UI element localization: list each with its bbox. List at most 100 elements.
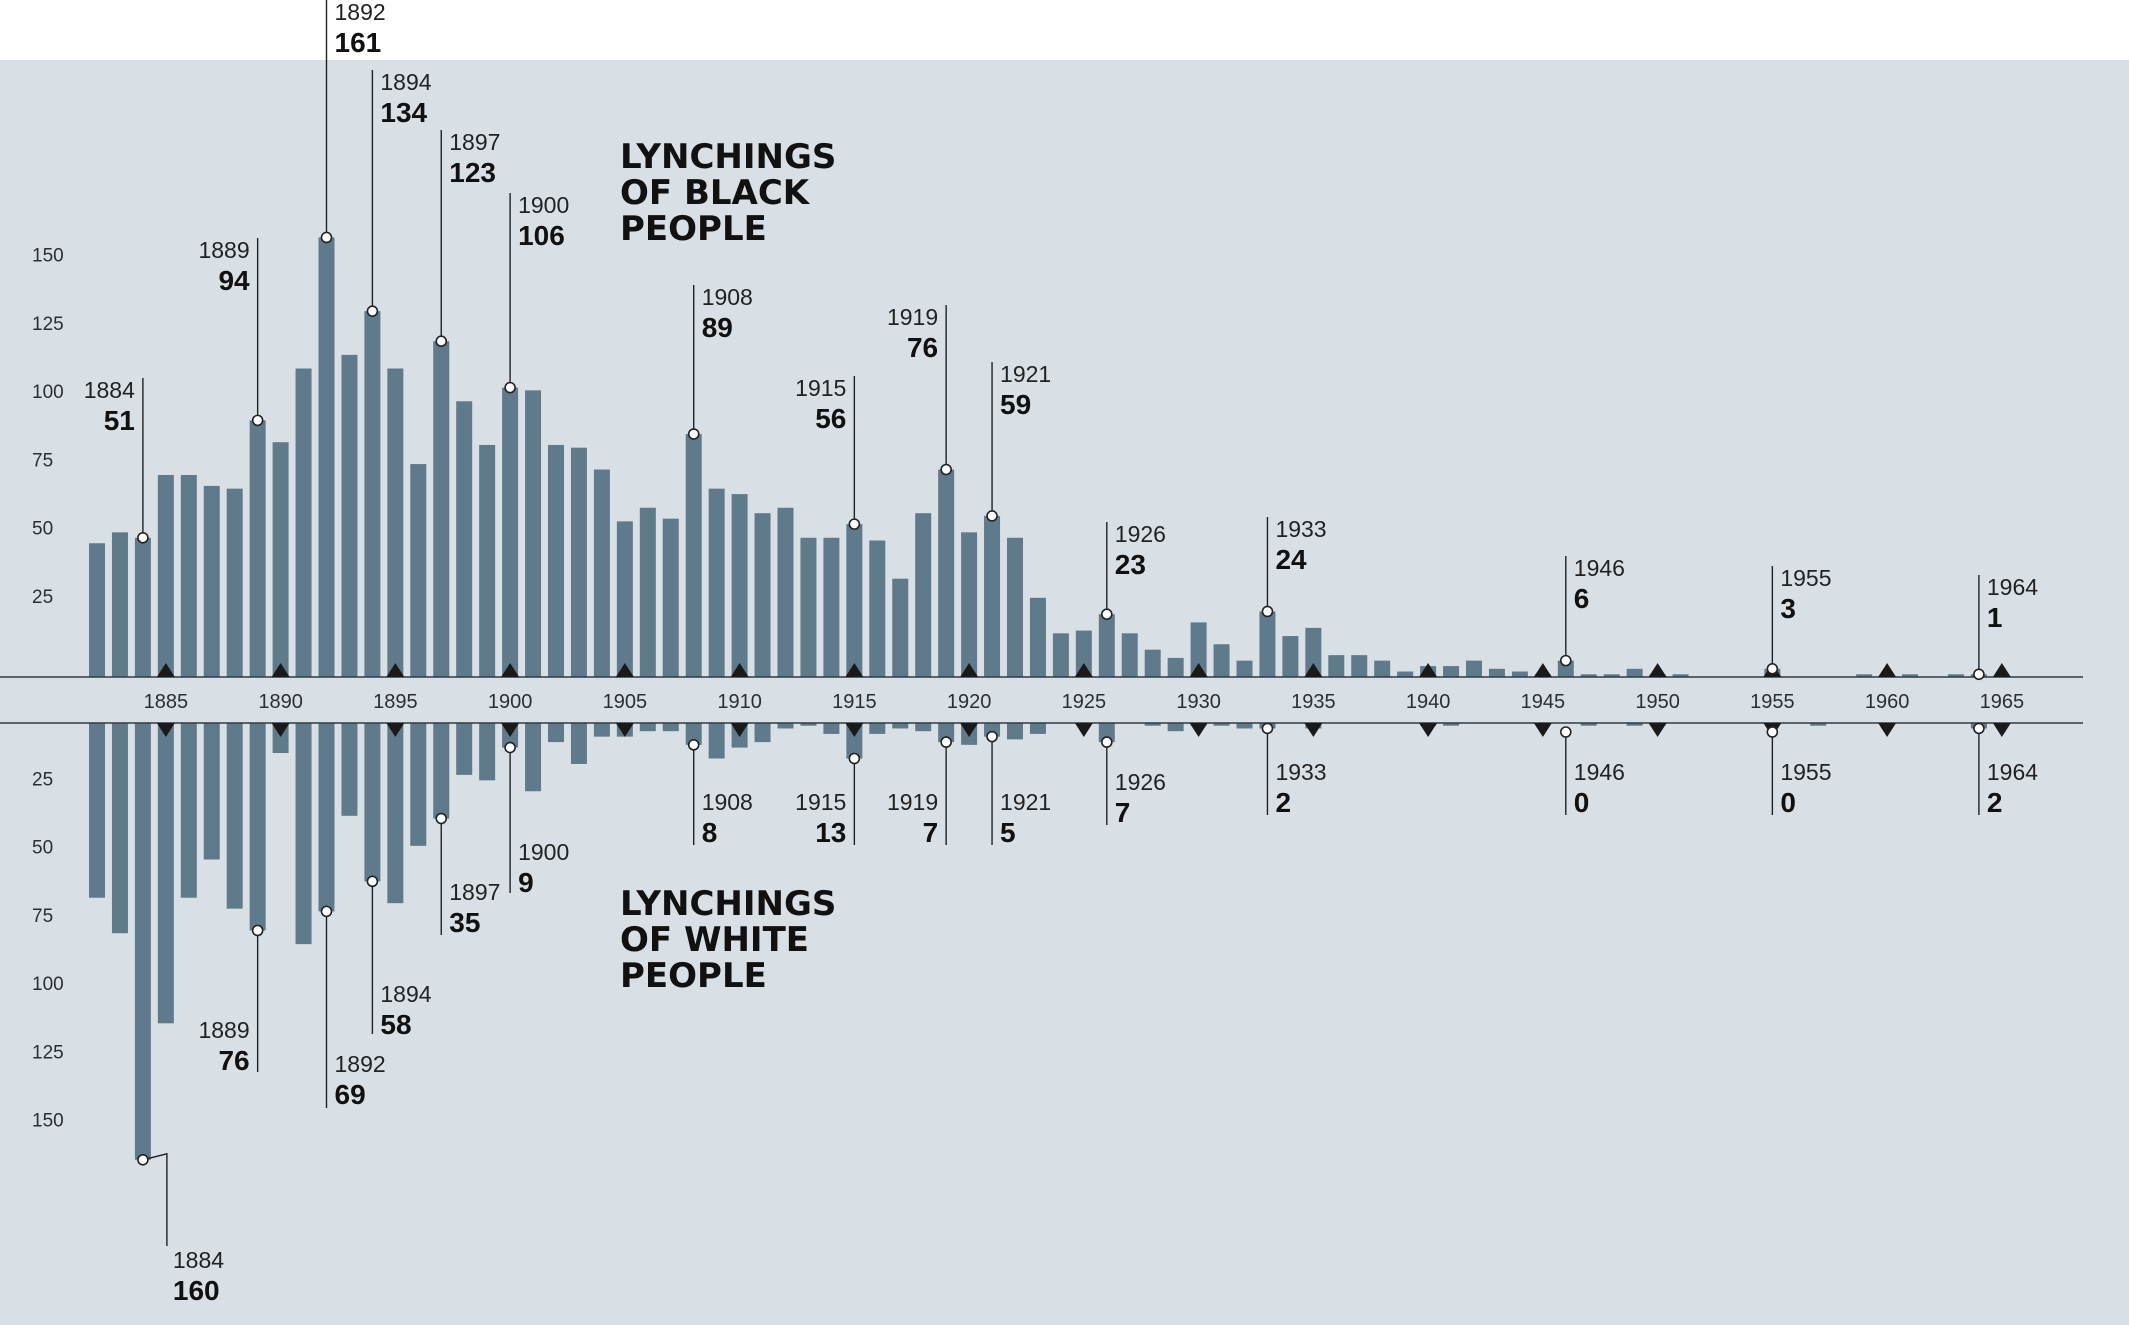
bar-black-1928 (1144, 649, 1161, 677)
callout-dot-black-1955 (1766, 663, 1779, 675)
bar-black-1915 (846, 524, 863, 677)
callout-year-white-1919: 1919 (887, 789, 938, 815)
bar-white-1916 (869, 723, 886, 734)
bar-white-1917 (892, 723, 909, 729)
bar-white-1912 (777, 723, 794, 729)
bar-black-1921 (984, 515, 1001, 677)
bar-white-1882 (89, 723, 105, 898)
bar-black-1934 (1282, 636, 1299, 677)
callout-dot-white-1889 (251, 924, 264, 937)
bar-white-1888 (226, 723, 243, 909)
tick-down-triangle-1915 (845, 723, 864, 737)
callout-dot-white-1900 (504, 741, 516, 754)
y-tick-black-50: 50 (32, 519, 53, 540)
x-tick-1900: 1900 (488, 691, 533, 713)
bar-black-1904 (593, 469, 610, 677)
bar-black-1923 (1029, 597, 1046, 677)
tick-down-triangle-1920 (960, 723, 979, 737)
callout-year-black-1894: 1894 (380, 69, 431, 95)
bar-white-1913 (800, 723, 817, 726)
callout-dot-black-1889 (251, 414, 264, 427)
tick-down-triangle-1890 (271, 723, 290, 737)
bar-white-1894 (364, 723, 381, 882)
tick-up-triangle-1945 (1533, 663, 1552, 677)
callout-year-black-1933: 1933 (1275, 516, 1326, 542)
bar-black-1936 (1328, 655, 1345, 677)
bar-white-1919 (938, 723, 955, 743)
bar-black-1942 (1466, 660, 1482, 677)
x-tick-1935: 1935 (1291, 691, 1336, 713)
bar-black-1899 (479, 444, 496, 677)
callout-dot-white-1915 (848, 752, 861, 765)
callout-year-white-1946: 1946 (1574, 759, 1625, 785)
x-tick-1890: 1890 (258, 691, 303, 713)
white-title-line-3: PEOPLE (620, 956, 767, 996)
y-tick-white-25: 25 (32, 769, 53, 790)
bar-white-1915 (846, 723, 863, 759)
bar-white-1911 (754, 723, 771, 743)
bar-black-1886 (180, 474, 197, 677)
series-titles: LYNCHINGS OF BLACK PEOPLE LYNCHINGS OF W… (620, 137, 836, 996)
tick-up-triangle-1920 (960, 663, 979, 677)
callout-dot-black-1946 (1560, 654, 1572, 667)
bar-white-1897 (433, 723, 450, 819)
bar-black-1914 (823, 537, 840, 677)
bar-white-1908 (685, 723, 702, 745)
callout-dot-white-1892 (320, 905, 333, 918)
callouts: 1884511889941892161189413418971231900106… (84, 0, 2038, 1306)
callout-year-black-1892: 1892 (335, 0, 386, 25)
tick-down-triangle-1895 (386, 723, 405, 737)
chart-background (0, 60, 2129, 1325)
bar-white-1914 (823, 723, 840, 734)
bar-white-1904 (593, 723, 610, 737)
callout-dot-white-1955 (1766, 726, 1779, 738)
callout-value-black-1908: 89 (702, 312, 733, 343)
callout-value-white-1926: 7 (1115, 797, 1131, 828)
y-tick-black-75: 75 (32, 450, 53, 471)
tick-up-triangle-1935 (1304, 663, 1323, 677)
callout-value-black-1946: 6 (1574, 583, 1590, 614)
tick-up-triangle-1915 (845, 663, 864, 677)
bar-black-1889 (249, 420, 266, 677)
bar-black-1885 (157, 474, 174, 677)
callout-value-black-1921: 59 (1000, 389, 1031, 420)
callout-line-white-1884 (142, 1152, 168, 1246)
black-title-line-3: PEOPLE (620, 209, 767, 249)
callout-year-black-1897: 1897 (449, 129, 500, 155)
callout-year-white-1926: 1926 (1115, 769, 1166, 795)
bar-black-1894 (364, 311, 381, 677)
callout-value-white-1884: 160 (173, 1275, 220, 1306)
bar-black-1906 (639, 507, 656, 677)
bar-black-1890 (272, 442, 289, 677)
x-tick-1955: 1955 (1750, 691, 1795, 713)
callout-year-white-1894: 1894 (380, 981, 431, 1007)
bar-white-1941 (1443, 723, 1460, 726)
bar-black-1930 (1190, 622, 1207, 677)
callout-value-black-1964: 1 (1987, 602, 2003, 633)
bar-black-1908 (685, 434, 702, 677)
callout-value-black-1926: 23 (1115, 549, 1146, 580)
callout-dot-white-1926 (1101, 736, 1113, 748)
callout-value-black-1900: 106 (518, 220, 565, 251)
callout-year-white-1884: 1884 (173, 1247, 224, 1273)
x-tick-1930: 1930 (1176, 691, 1221, 713)
bar-white-1901 (525, 723, 542, 792)
callout-value-black-1897: 123 (449, 157, 496, 188)
x-tick-1965: 1965 (1980, 691, 2025, 713)
callout-year-white-1915: 1915 (795, 789, 846, 815)
y-tick-white-75: 75 (32, 906, 53, 927)
bar-white-1931 (1213, 723, 1230, 726)
callout-value-white-1897: 35 (449, 907, 480, 938)
x-tick-1960: 1960 (1865, 691, 1910, 713)
bar-black-1884 (134, 537, 151, 677)
tick-up-triangle-1900 (501, 663, 520, 677)
x-tick-1905: 1905 (603, 691, 648, 713)
callout-dot-white-1946 (1560, 726, 1572, 738)
y-tick-white-125: 125 (32, 1042, 64, 1063)
tick-down-triangle-1930 (1189, 723, 1208, 737)
bar-black-1927 (1121, 633, 1138, 677)
bar-black-1895 (387, 368, 404, 677)
callout-year-black-1926: 1926 (1115, 521, 1166, 547)
bar-white-1909 (708, 723, 725, 759)
bar-black-1887 (203, 485, 220, 677)
